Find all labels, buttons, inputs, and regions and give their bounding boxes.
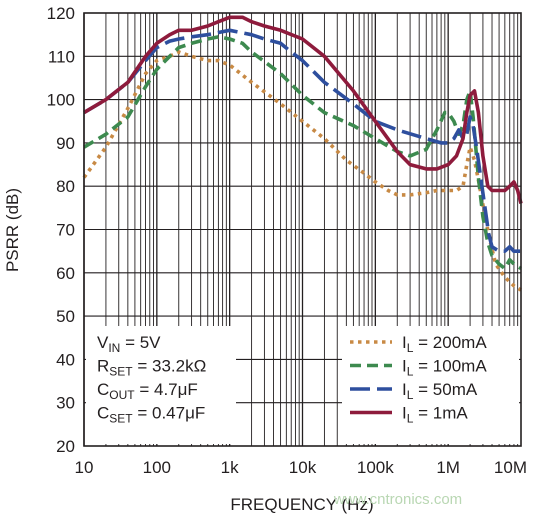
y-tick-label: 70 <box>56 221 75 240</box>
series-line-3 <box>83 28 521 253</box>
y-tick-label: 100 <box>47 91 75 110</box>
condition-line: VIN = 5V <box>97 333 161 355</box>
y-tick-label: 40 <box>56 350 75 369</box>
x-tick-label: 10M <box>494 458 527 477</box>
series-line-2 <box>83 35 522 271</box>
y-tick-label: 60 <box>56 264 75 283</box>
series-line-4 <box>83 15 523 204</box>
condition-line: CSET = 0.47μF <box>97 404 205 426</box>
legend-background <box>342 326 519 444</box>
x-tick-label: 1M <box>436 458 460 477</box>
y-tick-label: 50 <box>56 307 75 326</box>
x-axis-label: FREQUENCY (Hz) <box>230 495 373 514</box>
series-lines <box>82 15 523 292</box>
condition-line: RSET = 33.2kΩ <box>97 357 206 379</box>
x-tick-label: 100 <box>143 458 171 477</box>
legend-label: IL = 50mA <box>402 380 478 402</box>
y-axis-label: PSRR (dB) <box>3 188 22 272</box>
x-tick-label: 100k <box>357 458 394 477</box>
condition-line: COUT = 4.7μF <box>97 380 198 402</box>
conditions-background <box>86 326 236 444</box>
legend-label: IL = 1mA <box>402 404 468 426</box>
y-tick-label: 20 <box>56 437 75 456</box>
x-tick-label: 10k <box>289 458 317 477</box>
x-tick-label: 10 <box>75 458 94 477</box>
y-tick-labels: 20 30 40 50 60 70 80 90 100 110 120 <box>47 4 75 456</box>
x-tick-label: 1k <box>221 458 239 477</box>
y-tick-label: 80 <box>56 177 75 196</box>
y-tick-label: 30 <box>56 394 75 413</box>
legend-label: IL = 100mA <box>402 357 487 379</box>
legend-label: IL = 200mA <box>402 333 487 355</box>
plot-frame <box>83 12 522 447</box>
series-line-1 <box>82 50 522 292</box>
x-tick-labels: 10 100 1k 10k 100k 1M 10M <box>75 458 527 477</box>
y-tick-label: 90 <box>56 134 75 153</box>
watermark: www.cntronics.com <box>333 491 462 508</box>
y-tick-label: 120 <box>47 4 75 23</box>
y-tick-label: 110 <box>48 47 75 66</box>
